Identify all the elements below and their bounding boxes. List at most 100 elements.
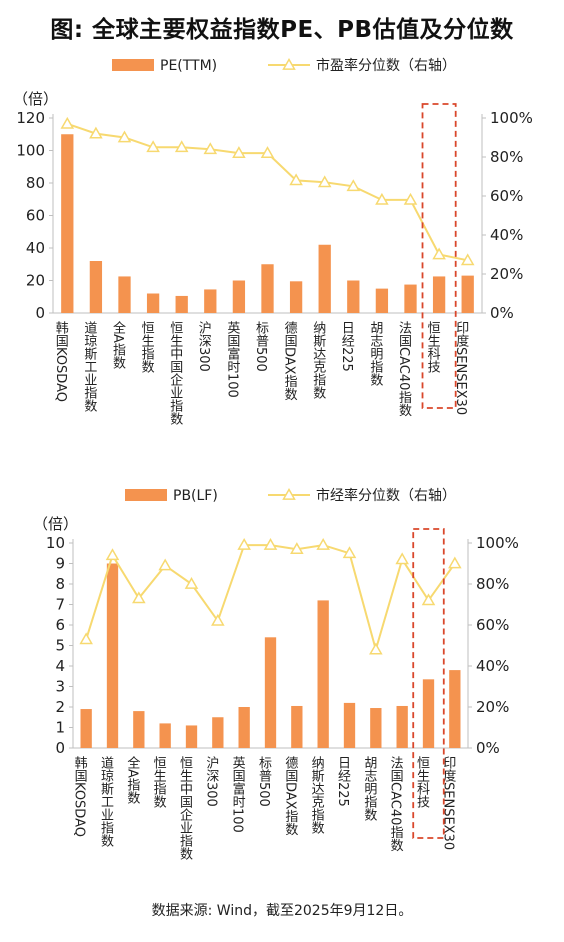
y-tick-label-left: 1 — [55, 719, 65, 737]
y-tick-label-left: 9 — [55, 555, 65, 573]
y-tick-label-right: 0% — [476, 739, 500, 757]
percentile-point-5 — [203, 142, 218, 155]
page-title: 图: 全球主要权益指数PE、PB估值及分位数 — [50, 17, 514, 43]
bar-11 — [370, 708, 382, 748]
bar-12 — [404, 284, 417, 313]
bar-13 — [422, 679, 435, 748]
bar-13 — [432, 276, 446, 313]
y-tick-label-right: 0% — [490, 304, 514, 322]
percentile-point-10 — [346, 179, 361, 192]
x-tick-label-4: 恒生中国企业指数 — [167, 321, 183, 425]
bar-9 — [317, 600, 329, 748]
y-tick-label-right: 40% — [476, 657, 509, 675]
percentile-point-3 — [146, 140, 160, 153]
percentile-point-9 — [317, 175, 332, 188]
bar-5 — [212, 717, 224, 748]
y-tick-label-right: 20% — [476, 698, 509, 716]
pb-chart: PB(LF) 市经率分位数（右轴）（倍）0123456789100%20%40%6… — [33, 487, 519, 860]
percentile-point-11 — [375, 192, 389, 205]
percentile-point-6 — [232, 146, 246, 158]
y-tick-label-left: 0 — [35, 304, 45, 322]
x-tick-label-12: 法国CAC40指数 — [396, 321, 412, 417]
source-note: 数据来源: Wind，截至2025年9月12日。 — [151, 903, 413, 919]
percentile-point-1 — [105, 548, 120, 561]
bar-0 — [61, 134, 74, 313]
x-tick-label-0: 韩国KOSDAQ — [53, 321, 69, 402]
y-axis-unit: （倍） — [13, 90, 58, 108]
y-tick-label-right: 60% — [476, 616, 509, 634]
y-tick-label-left: 20 — [26, 272, 45, 290]
bar-8 — [291, 705, 303, 748]
x-tick-label-6: 英国富时100 — [230, 756, 246, 833]
percentile-point-4 — [184, 576, 199, 589]
legend-label-bar: PE(TTM) — [160, 58, 217, 74]
x-tick-label-11: 胡志明指数 — [367, 321, 383, 386]
percentile-point-6 — [237, 538, 251, 550]
legend-swatch-bar — [112, 59, 154, 71]
y-tick-label-left: 80 — [26, 174, 45, 192]
bar-1 — [106, 563, 119, 748]
percentile-line — [66, 122, 468, 262]
y-tick-label-left: 2 — [55, 698, 65, 716]
bar-0 — [80, 709, 92, 748]
y-tick-label-left: 60 — [26, 207, 45, 225]
y-tick-label-right: 80% — [476, 575, 509, 593]
x-tick-label-3: 恒生指数 — [139, 321, 155, 373]
y-tick-label-left: 3 — [55, 678, 65, 696]
y-tick-label-left: 40 — [26, 239, 45, 257]
bar-4 — [185, 725, 198, 748]
percentile-point-13 — [432, 247, 446, 260]
x-tick-label-11: 胡志明指数 — [361, 756, 377, 821]
x-tick-label-13: 恒生科技 — [425, 321, 441, 373]
percentile-point-3 — [158, 558, 172, 571]
x-tick-label-0: 韩国KOSDAQ — [72, 756, 88, 837]
pe-chart: PE(TTM) 市盈率分位数（右轴） （倍） 0 20 40 60 80 100 120 0% 20%… — [13, 57, 533, 425]
bar-9 — [318, 244, 331, 313]
x-tick-label-7: 标普500 — [256, 756, 272, 807]
bar-3 — [146, 293, 160, 313]
x-tick-label-10: 日经225 — [335, 756, 351, 807]
highlight-box — [421, 103, 457, 409]
bar-14 — [449, 670, 461, 748]
y-tick-label-left: 120 — [16, 109, 45, 127]
bar-4 — [175, 295, 188, 313]
x-tick-label-6: 英国富时100 — [224, 321, 240, 398]
percentile-point-7 — [260, 146, 275, 158]
y-tick-label-left: 4 — [55, 657, 65, 675]
x-tick-label-13: 恒生科技 — [414, 756, 430, 808]
percentile-point-12 — [403, 192, 418, 205]
bar-2 — [133, 711, 145, 748]
y-tick-label-left: 0 — [55, 739, 65, 757]
y-tick-label-left: 8 — [55, 575, 65, 593]
bar-12 — [396, 705, 408, 748]
x-tick-label-4: 恒生中国企业指数 — [177, 756, 193, 860]
percentile-point-2 — [132, 591, 146, 604]
percentile-point-14 — [448, 556, 462, 569]
y-tick-label-left: 7 — [55, 596, 65, 614]
y-tick-label-left: 10 — [46, 534, 65, 552]
x-tick-label-14: 印度SENSEX30 — [453, 321, 469, 415]
percentile-point-14 — [460, 253, 475, 266]
bar-10 — [343, 702, 356, 748]
percentile-point-8 — [290, 542, 304, 555]
x-tick-label-10: 日经225 — [339, 321, 355, 372]
x-tick-label-5: 沪深300 — [203, 755, 219, 806]
x-tick-label-2: 全A指数 — [124, 755, 140, 804]
bar-7 — [261, 264, 274, 313]
y-tick-label-right: 20% — [490, 265, 523, 283]
percentile-point-11 — [369, 642, 383, 655]
y-tick-label-right: 60% — [490, 187, 523, 205]
x-tick-label-2: 全A指数 — [110, 320, 126, 369]
legend-label-bar: PB(LF) — [173, 488, 218, 504]
legend: PE(TTM) 市盈率分位数（右轴） — [112, 57, 456, 74]
bar-14 — [461, 275, 474, 313]
legend-marker-line — [282, 487, 296, 500]
percentile-point-8 — [289, 173, 303, 186]
bar-11 — [375, 288, 389, 313]
y-axis-unit: （倍） — [33, 515, 78, 533]
percentile-point-10 — [342, 546, 357, 559]
legend-label-line: 市经率分位数（右轴） — [316, 487, 456, 504]
bar-6 — [232, 280, 246, 313]
x-tick-label-3: 恒生指数 — [151, 756, 167, 808]
bar-3 — [159, 723, 171, 748]
